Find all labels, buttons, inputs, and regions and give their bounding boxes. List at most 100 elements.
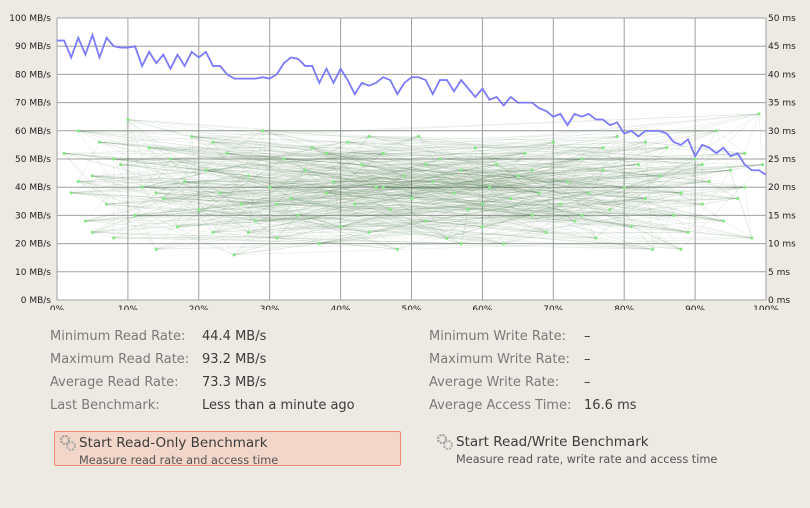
access-time-point: [565, 179, 570, 184]
access-time-line: [241, 203, 547, 233]
access-time-line: [453, 141, 554, 194]
access-time-line: [347, 141, 440, 160]
access-time-line: [432, 181, 646, 199]
button-title: Start Read-Only Benchmark: [79, 435, 268, 451]
access-time-line: [85, 220, 596, 239]
access-time-line: [149, 147, 362, 165]
access-time-line: [454, 192, 703, 205]
access-time-line: [163, 153, 525, 199]
access-time-point: [736, 196, 740, 201]
access-time-line: [92, 215, 136, 233]
access-time-line: [106, 203, 369, 233]
access-time-point: [431, 179, 435, 184]
access-time-point: [324, 191, 329, 195]
access-time-point: [253, 219, 258, 223]
avg-write-value: –: [584, 375, 591, 390]
access-time-line: [212, 141, 703, 165]
access-time-point: [310, 146, 314, 150]
access-time-line: [127, 119, 547, 233]
access-time-line: [184, 181, 299, 216]
access-time-line: [227, 153, 448, 239]
access-time-line: [411, 198, 426, 222]
access-time-line: [212, 141, 256, 222]
access-time-line: [141, 141, 214, 188]
access-time-line: [269, 186, 689, 233]
access-time-point: [126, 117, 130, 122]
access-time-line: [248, 141, 646, 233]
access-time-line: [383, 153, 689, 233]
access-time-line: [64, 153, 433, 182]
start-read-only-benchmark-button[interactable]: Start Read-Only Benchmark Measure read r…: [54, 431, 401, 467]
access-time-point: [296, 213, 300, 217]
access-time-line: [602, 136, 618, 171]
access-time-point: [268, 185, 272, 189]
left-tick-label: 0 MB/s: [21, 296, 52, 306]
access-time-line: [255, 203, 483, 222]
access-time-point: [615, 134, 619, 139]
left-tick-label: 50 MB/s: [15, 155, 51, 165]
access-time-line: [581, 158, 696, 216]
access-time-point: [275, 202, 279, 206]
access-time-line: [269, 141, 554, 188]
access-time-line: [283, 147, 313, 160]
access-time-line: [106, 203, 504, 244]
access-time-line: [156, 186, 377, 250]
access-time-line: [120, 164, 533, 216]
access-time-point: [743, 151, 747, 155]
access-time-line: [468, 130, 717, 211]
access-time-line: [297, 215, 370, 233]
access-time-line: [78, 181, 745, 188]
access-time-line: [149, 147, 632, 227]
access-time-line: [425, 164, 547, 233]
access-time-point: [381, 151, 385, 155]
start-read-write-benchmark-button[interactable]: Start Read/Write Benchmark Measure read …: [432, 431, 722, 481]
access-time-line: [347, 141, 603, 149]
access-time-line: [425, 164, 455, 194]
access-time-line: [170, 136, 419, 160]
access-time-point: [339, 225, 343, 229]
access-time-line: [205, 169, 575, 222]
access-time-line: [517, 175, 589, 194]
access-time-line: [468, 181, 710, 211]
access-time-line: [397, 215, 533, 250]
access-time-line: [212, 147, 667, 233]
access-time-line: [71, 169, 206, 194]
access-time-line: [276, 203, 674, 216]
access-time-line: [148, 147, 185, 182]
avg-write-label: Average Write Rate:: [429, 375, 560, 390]
access-time-line: [290, 198, 681, 250]
access-time-line: [127, 119, 696, 160]
access-time-line: [212, 141, 440, 160]
access-time-line: [191, 136, 292, 199]
access-time-line: [64, 153, 377, 188]
access-time-line: [220, 158, 582, 194]
x-tick-label: 40%: [331, 305, 351, 310]
button-subtitle: Measure read rate, write rate and access…: [456, 453, 718, 466]
access-time-line: [461, 164, 703, 244]
access-time-line: [248, 232, 398, 250]
access-time-line: [113, 237, 653, 250]
access-time-line: [113, 153, 384, 239]
access-time-line: [758, 113, 763, 165]
access-time-line: [489, 158, 582, 188]
access-time-point: [473, 146, 477, 150]
access-time-line: [304, 170, 398, 250]
access-time-line: [531, 130, 717, 171]
access-time-line: [92, 175, 448, 239]
access-time-line: [234, 136, 618, 256]
access-time-line: [425, 192, 589, 222]
access-time-line: [198, 181, 433, 211]
avg-access-value: 16.6 ms: [584, 398, 637, 413]
access-time-line: [205, 147, 667, 171]
access-time-line: [744, 113, 760, 154]
access-time-line: [248, 215, 533, 233]
access-time-line: [283, 158, 582, 216]
access-time-line: [305, 169, 511, 199]
access-time-line: [326, 153, 356, 205]
access-time-line: [92, 175, 724, 222]
access-time-line: [241, 203, 320, 244]
access-time-point: [700, 202, 704, 206]
access-time-line: [531, 141, 646, 171]
access-time-point: [580, 157, 584, 161]
access-time-line: [347, 141, 525, 154]
